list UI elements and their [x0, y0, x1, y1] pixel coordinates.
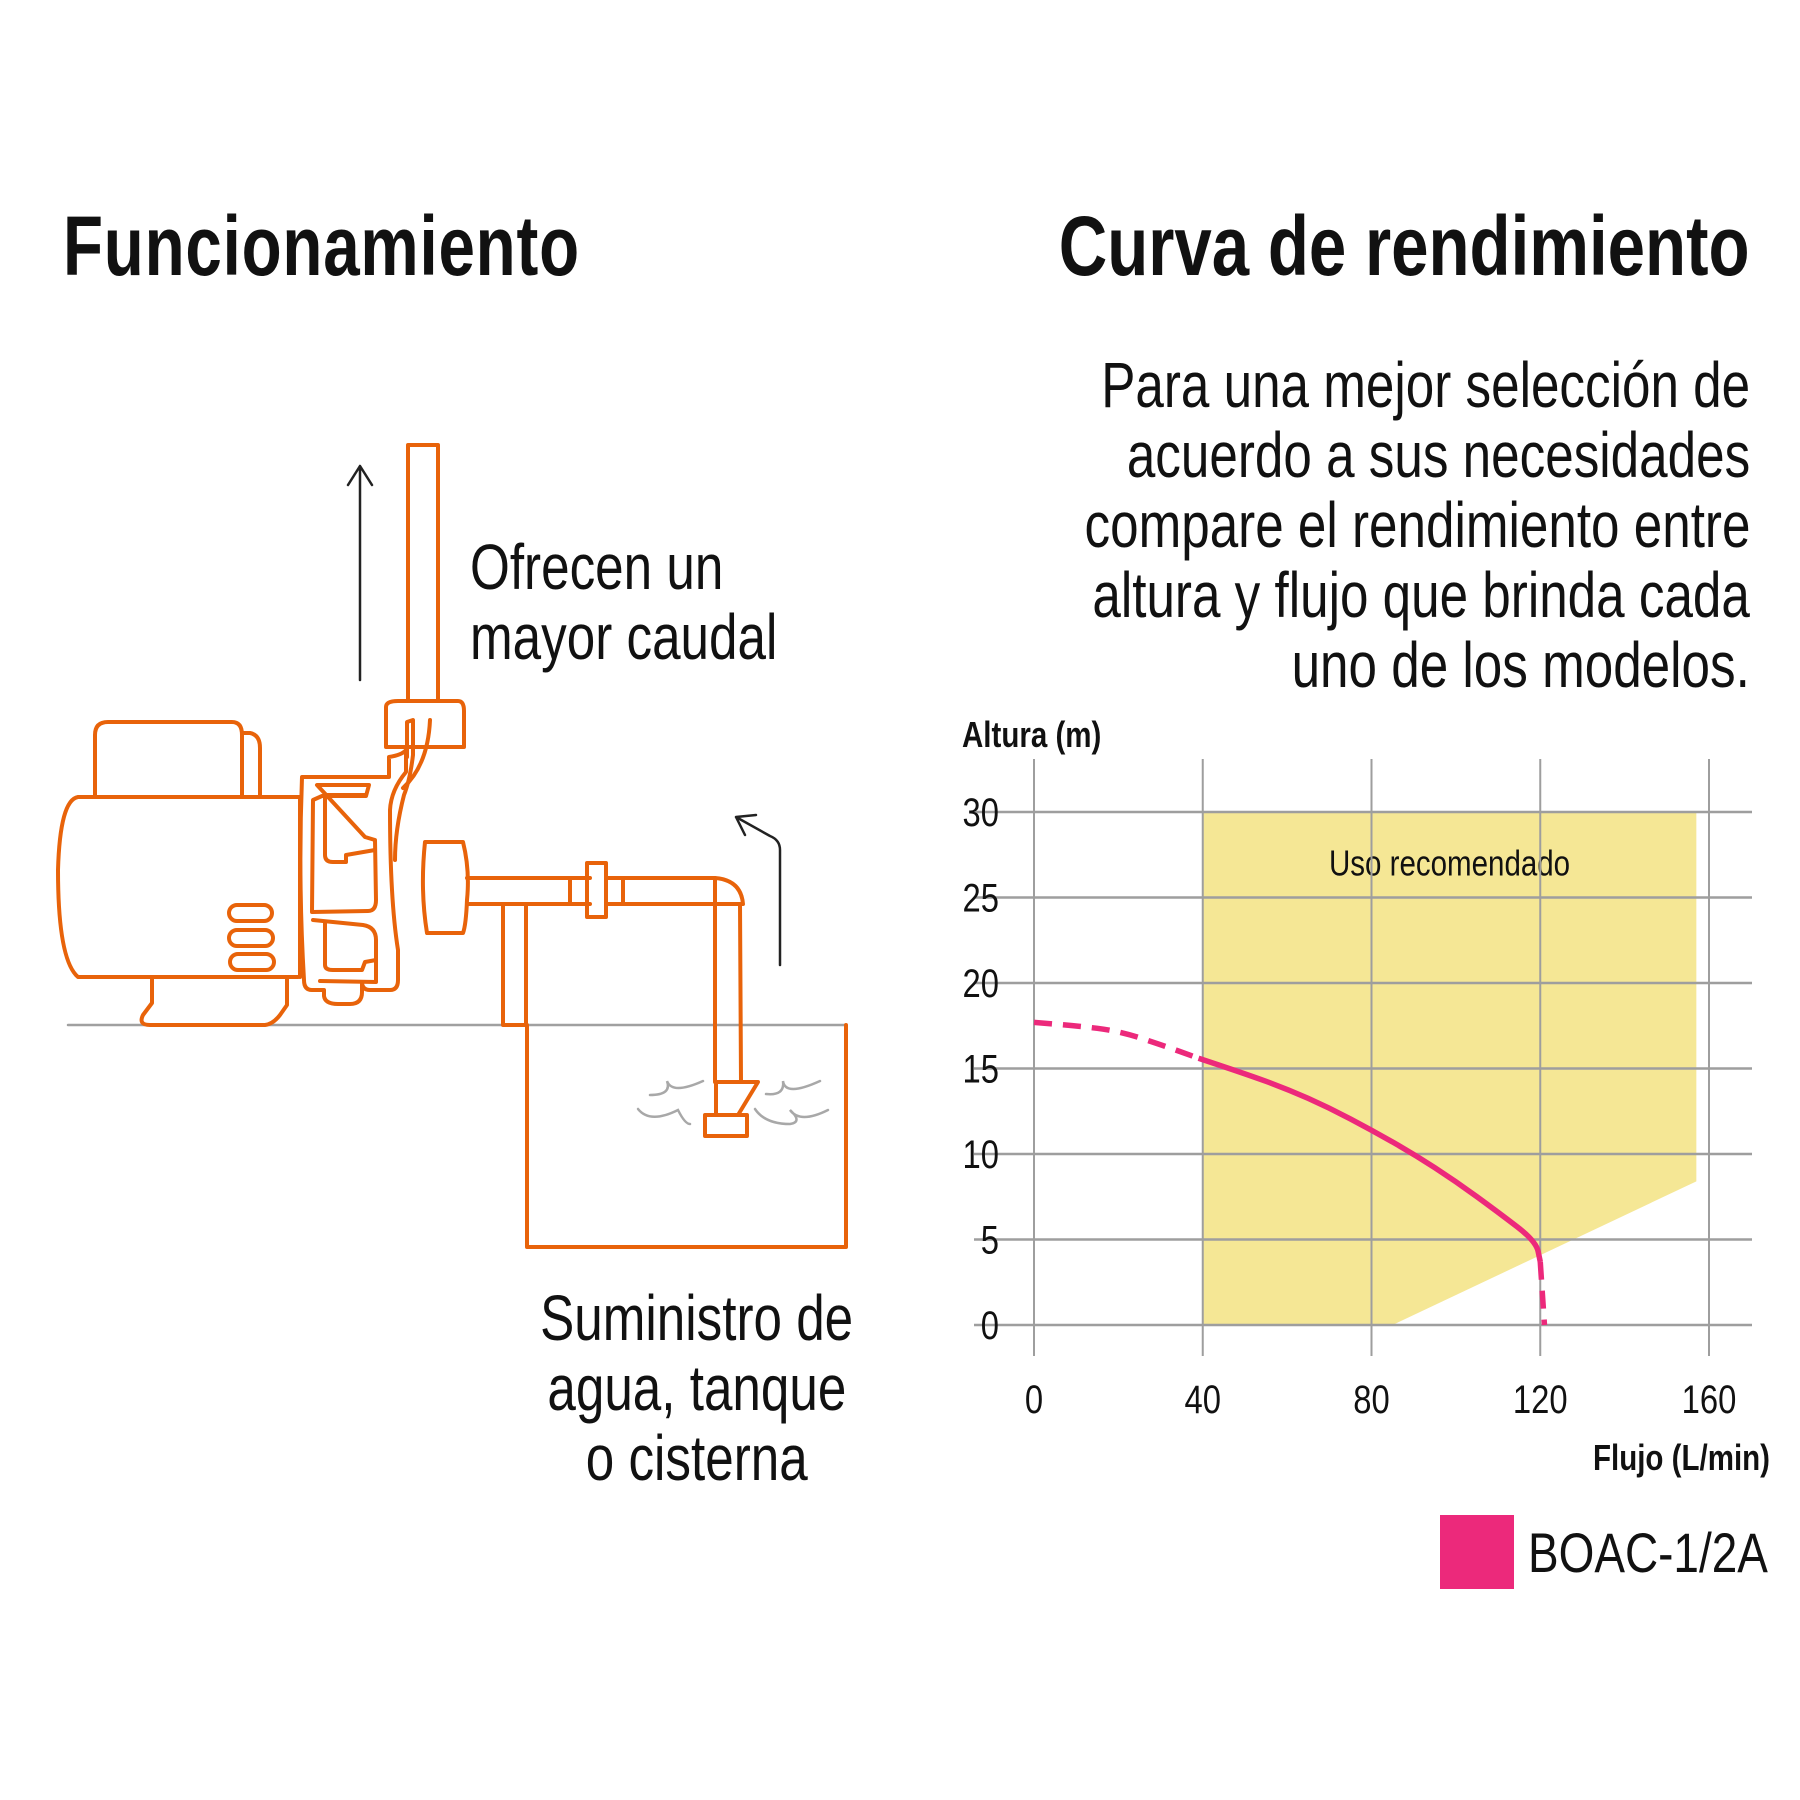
arrow-curved-up-icon: [734, 813, 782, 967]
pipe-flange: [585, 861, 608, 919]
legend-swatch: [1440, 1515, 1514, 1589]
pump-flow-label: Ofrecen un mayor caudal: [470, 532, 854, 672]
curve-dashed-segment: [1537, 1261, 1548, 1326]
inlet-housing: [420, 840, 470, 935]
title-text: Curva de rendimiento: [1059, 199, 1750, 293]
supply-line-3: o cisterna: [586, 1422, 808, 1494]
chart-labels: 0 40 80 120 160 0 5 10 15 20 25 30 Altura (m) Flujo (…: [962, 714, 1770, 1477]
water-supply-label: Suministro de agua, tanque o cisterna: [497, 1283, 897, 1493]
y-axis-title: Altura (m): [962, 714, 1101, 754]
pipe-support: [501, 902, 528, 1027]
section-title-funcionamiento: Funcionamiento: [63, 204, 580, 288]
water-waves-icon: [636, 1079, 830, 1126]
motor-body: [56, 795, 302, 979]
x-axis-title: Flujo (L/min): [1593, 1437, 1770, 1477]
intro-line: compare el rendimiento entre: [1084, 489, 1750, 561]
x-tick-label: 80: [1353, 1377, 1389, 1422]
y-tick-label: 15: [963, 1046, 999, 1091]
chart-legend: BOAC-1/2A: [1440, 1515, 1800, 1589]
intro-paragraph: Para una mejor selección de acuerdo a su…: [750, 350, 1750, 700]
intro-line: altura y flujo que brinda cada: [1092, 559, 1751, 631]
discharge-pipe: [406, 443, 440, 703]
offer-line-1: Ofrecen un: [470, 531, 724, 603]
pump-volute: [393, 718, 415, 862]
x-tick-label: 40: [1185, 1377, 1221, 1422]
supply-line-2: agua, tanque: [547, 1352, 847, 1424]
section-title-curva: Curva de rendimiento: [820, 204, 1750, 288]
legend-label: BOAC-1/2A: [1528, 1520, 1800, 1585]
arrow-up-icon: [346, 464, 374, 682]
title-text: Funcionamiento: [63, 199, 580, 293]
recommended-zone-label: Uso recomendado: [1329, 842, 1570, 882]
offer-line-2: mayor caudal: [470, 601, 778, 673]
intro-line: uno de los modelos.: [1291, 629, 1750, 701]
outlet-union: [384, 699, 466, 749]
curve-dashed-segment: [1033, 1019, 1200, 1061]
legend-label-text: BOAC-1/2A: [1528, 1520, 1768, 1584]
performance-curve: [1033, 1019, 1548, 1326]
y-tick-label: 20: [963, 961, 999, 1006]
pump-casing: [298, 748, 408, 1006]
intro-line: Para una mejor selección de: [1101, 349, 1750, 421]
motor-top-box: [93, 720, 244, 799]
y-tick-label: 5: [981, 1217, 999, 1262]
x-tick-label: 160: [1682, 1377, 1737, 1422]
curve-solid-segment: [1197, 1055, 1543, 1263]
motor-vent: [227, 928, 275, 948]
x-tick-label: 0: [1025, 1377, 1043, 1422]
supply-line-1: Suministro de: [540, 1282, 854, 1354]
water-tank: [525, 1023, 848, 1249]
motor-vent: [228, 952, 276, 972]
y-tick-label: 10: [963, 1132, 999, 1177]
y-tick-label: 30: [963, 790, 999, 835]
y-tick-label: 25: [963, 875, 999, 920]
y-tick-label: 0: [981, 1303, 999, 1348]
pump-illustration: [56, 443, 848, 1249]
x-tick-label: 120: [1513, 1377, 1568, 1422]
motor-vent: [227, 903, 274, 923]
intro-line: acuerdo a sus necesidades: [1126, 419, 1750, 491]
motor-foot: [139, 975, 289, 1027]
